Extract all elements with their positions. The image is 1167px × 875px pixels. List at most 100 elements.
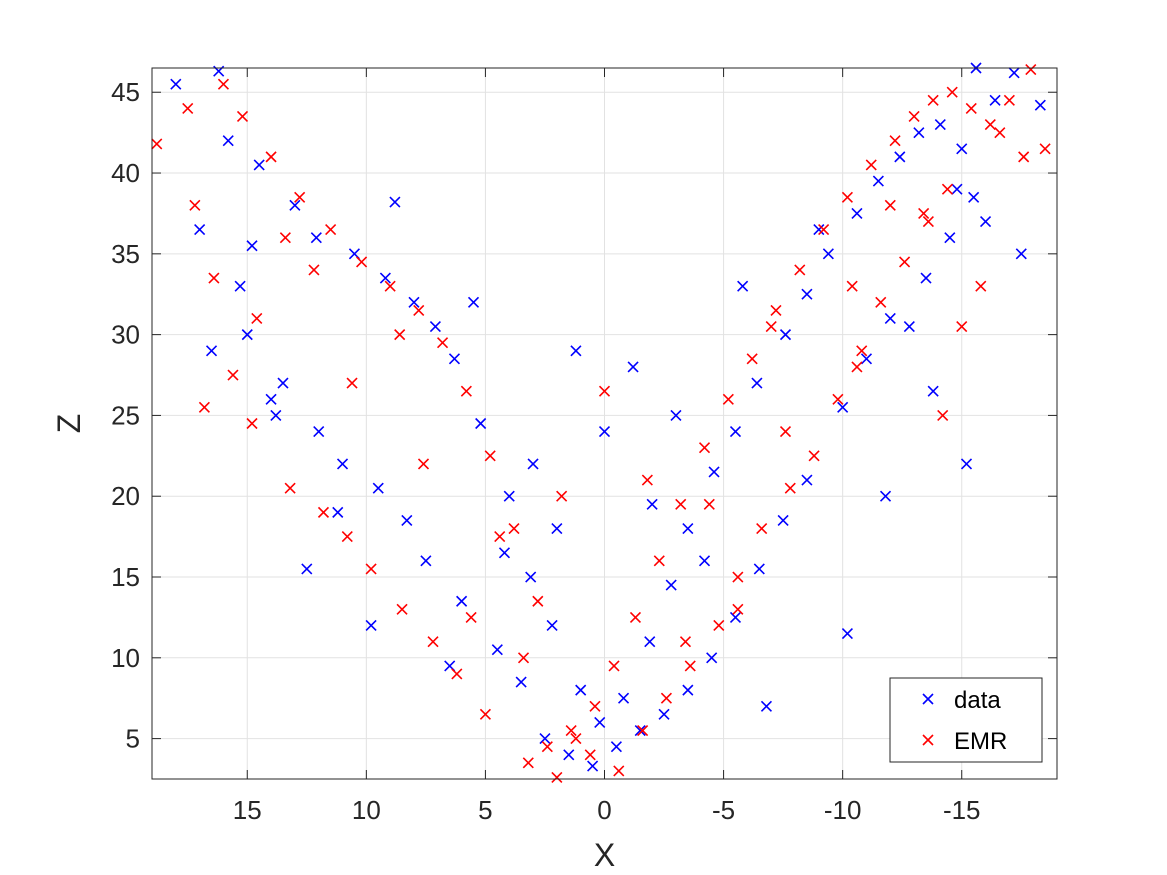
- series-EMR: [151, 64, 1051, 783]
- data-point-EMR: [284, 482, 296, 494]
- data-point-EMR: [394, 329, 406, 341]
- data-point-data: [708, 466, 720, 478]
- data-point-data: [313, 426, 325, 438]
- y-tick-label: 40: [111, 158, 140, 188]
- data-point-EMR: [246, 417, 258, 430]
- data-point-data: [729, 426, 742, 438]
- data-point-EMR: [279, 232, 291, 244]
- data-point-data: [456, 595, 468, 607]
- data-point-data: [646, 498, 658, 510]
- data-point-data: [241, 329, 253, 341]
- data-point-data: [551, 522, 563, 535]
- data-point-data: [706, 652, 718, 664]
- data-point-data: [894, 151, 906, 163]
- data-point-EMR: [556, 490, 568, 502]
- data-point-data: [310, 232, 322, 244]
- data-point-EMR: [794, 264, 806, 276]
- data-point-EMR: [346, 377, 358, 389]
- data-point-data: [934, 118, 946, 131]
- data-point-EMR: [865, 159, 877, 171]
- data-point-EMR: [851, 361, 863, 373]
- x-tick-label: -5: [712, 795, 735, 825]
- data-point-EMR: [251, 312, 263, 325]
- data-point-EMR: [522, 757, 534, 769]
- data-point-data: [822, 248, 834, 260]
- data-point-EMR: [265, 151, 277, 163]
- data-point-data: [498, 547, 511, 559]
- data-point-data: [389, 196, 401, 208]
- data-point-EMR: [684, 660, 696, 672]
- data-point-data: [627, 361, 639, 373]
- data-point-EMR: [908, 110, 920, 123]
- data-point-EMR: [856, 345, 868, 357]
- grid: [152, 68, 1057, 779]
- data-point-data: [698, 555, 711, 567]
- data-point-EMR: [570, 733, 582, 745]
- data-point-EMR: [396, 603, 408, 615]
- data-point-EMR: [608, 660, 620, 672]
- data-point-data: [475, 417, 487, 430]
- data-point-EMR: [875, 296, 887, 308]
- x-axis-label: X: [594, 837, 615, 873]
- data-point-data: [253, 159, 265, 171]
- data-point-EMR: [922, 215, 934, 228]
- data-point-EMR: [317, 506, 330, 518]
- legend-marker-data: [922, 693, 934, 705]
- legend-label-data: data: [954, 687, 1001, 714]
- data-point-data: [365, 619, 377, 632]
- data-point-data: [265, 393, 277, 405]
- data-point-EMR: [984, 118, 996, 131]
- data-point-data: [729, 611, 742, 623]
- data-point-EMR: [660, 692, 672, 704]
- data-point-data: [837, 401, 849, 413]
- data-point-EMR: [841, 191, 853, 203]
- data-point-data: [527, 458, 539, 470]
- data-point-EMR: [151, 138, 163, 150]
- data-point-data: [753, 563, 765, 575]
- data-point-data: [246, 240, 258, 252]
- data-point-EMR: [732, 603, 744, 615]
- data-point-data: [1015, 248, 1027, 260]
- data-point-data: [920, 272, 932, 284]
- data-point-EMR: [479, 708, 491, 720]
- data-point-EMR: [637, 724, 649, 737]
- data-point-data: [503, 490, 515, 502]
- y-tick-label: 5: [126, 724, 140, 754]
- data-point-EMR: [927, 94, 939, 106]
- data-point-EMR: [589, 700, 601, 712]
- data-point-data: [570, 345, 582, 357]
- data-point-data: [598, 426, 611, 438]
- data-point-data: [289, 199, 301, 211]
- data-point-data: [408, 296, 420, 308]
- data-point-EMR: [713, 619, 725, 632]
- data-point-data: [644, 636, 656, 648]
- data-point-EMR: [565, 724, 577, 737]
- data-point-EMR: [598, 385, 611, 397]
- y-tick-label: 10: [111, 643, 140, 673]
- data-point-EMR: [629, 611, 642, 623]
- data-point-data: [610, 741, 622, 753]
- data-point-EMR: [732, 571, 744, 583]
- legend-box: [889, 677, 1043, 763]
- data-point-EMR: [1025, 64, 1037, 76]
- data-point-data: [194, 224, 206, 236]
- data-point-data: [777, 514, 789, 527]
- legend-label-EMR: EMR: [954, 728, 1007, 755]
- data-point-EMR: [946, 86, 958, 98]
- data-point-EMR: [818, 224, 830, 236]
- data-point-data: [903, 320, 915, 333]
- data-point-data: [515, 676, 527, 688]
- data-point-EMR: [653, 555, 665, 567]
- legend: data EMR: [889, 677, 1043, 763]
- data-point-EMR: [779, 426, 792, 438]
- data-point-EMR: [356, 256, 368, 268]
- data-point-EMR: [182, 102, 194, 114]
- data-point-data: [879, 490, 892, 502]
- data-point-data: [960, 458, 973, 470]
- data-point-EMR: [884, 199, 896, 211]
- data-point-data: [682, 684, 694, 696]
- data-point-EMR: [294, 191, 306, 203]
- data-point-EMR: [994, 127, 1006, 139]
- data-point-data: [332, 506, 344, 518]
- y-tick-label: 30: [111, 320, 140, 350]
